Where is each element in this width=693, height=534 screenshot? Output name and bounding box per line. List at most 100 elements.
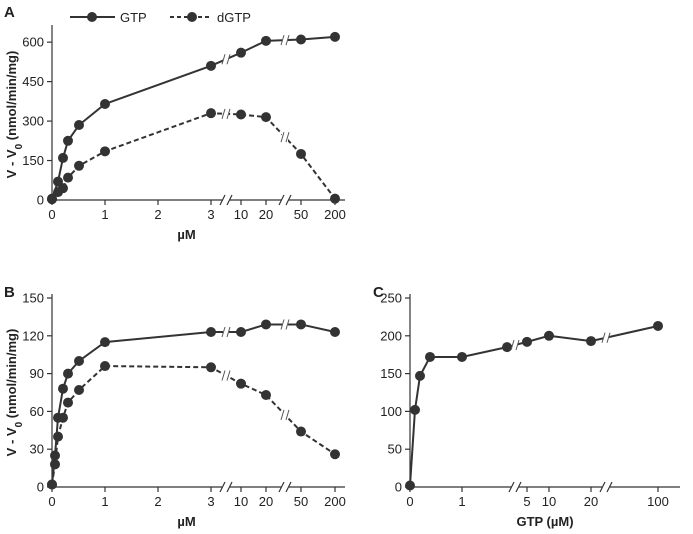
panel-c-chart: 0 50 100 150 200 250 0 1 5 10 20 100 GTP (µM) <box>380 291 680 529</box>
panel-a-dgtp-point <box>261 112 271 123</box>
panel-b-gtp-point <box>74 356 84 366</box>
panel-a-letter: A <box>4 4 15 21</box>
panel-b-xtick-label: 20 <box>259 494 273 509</box>
panel-b-gtp-point <box>296 319 306 330</box>
panel-c-ytick-label: 150 <box>380 366 402 381</box>
panel-c-gtp-point <box>425 351 435 362</box>
panel-a-gtp-point <box>63 135 73 146</box>
panel-b-gtp-point <box>330 327 340 338</box>
panel-b-gtp-line <box>51 323 336 485</box>
panel-a-xtick-label: 3 <box>207 207 214 222</box>
panel-b-line-break-mark <box>285 319 290 330</box>
panel-b-ytick-label: 30 <box>30 442 44 457</box>
panel-a-xtick-label: 20 <box>259 207 273 222</box>
panel-b-xtick-label: 2 <box>154 494 161 509</box>
panel-a-dgtp-point <box>296 148 306 159</box>
panel-c-xtick-label: 5 <box>523 494 530 509</box>
panel-c-line-break-mark <box>510 339 515 351</box>
panel-b-dgtp-point <box>74 384 84 395</box>
panel-a-xtick-label: 2 <box>154 207 161 222</box>
panel-a-dgtp-point <box>63 172 73 183</box>
panel-b-axis-break-mark <box>226 481 233 493</box>
panel-b-dgtp-point <box>63 397 73 408</box>
panel-a-xtick-label: 50 <box>294 207 308 222</box>
panel-c-axis-break-mark <box>515 481 522 493</box>
panel-c-x-axis-title: GTP (µM) <box>516 514 573 529</box>
panel-b-dgtp-point <box>47 479 57 490</box>
panel-b-ytick-label: 150 <box>22 291 44 306</box>
panel-c-xtick-label: 20 <box>584 494 598 509</box>
panel-b-dgtp-point <box>236 378 246 389</box>
panel-b-xtick-label: 3 <box>207 494 214 509</box>
panel-a-line-break-mark <box>226 54 231 65</box>
panel-a-dgtp-point <box>100 146 110 157</box>
panel-a-dgtp-line <box>51 112 336 200</box>
panel-a-axis-break-mark <box>278 194 285 206</box>
panel-c-xtick-label: 1 <box>458 494 465 509</box>
panel-b-line-break-mark <box>280 409 285 420</box>
panel-b-axis-break-mark <box>219 481 226 493</box>
panel-a-axis-break-mark <box>285 194 292 206</box>
panel-b-dgtp-point <box>296 426 306 437</box>
panel-b-line-break-mark <box>285 409 290 420</box>
panel-c-line-break-mark <box>515 339 520 351</box>
panel-c-gtp-point <box>653 320 663 331</box>
panel-a-axis-break-gap <box>222 195 230 205</box>
panel-b-ytick-label: 120 <box>22 328 44 343</box>
panel-a-axis-break-mark <box>219 194 226 206</box>
panel-a-line-break-mark <box>221 54 226 65</box>
panel-a-dgtp-point <box>206 108 216 119</box>
panel-c-ytick-label: 250 <box>380 291 402 306</box>
panel-a-line-break-gap <box>282 34 288 47</box>
legend-gtp-marker <box>87 12 97 22</box>
panel-b-gtp-point <box>100 337 110 348</box>
panel-c-line-break-mark <box>601 332 606 343</box>
panel-c-gtp-point <box>522 336 532 347</box>
panel-c-gtp-point <box>415 370 425 381</box>
panel-a-ytick-label: 450 <box>22 74 44 89</box>
panel-b-gtp-point <box>50 450 60 461</box>
panel-c-gtp-point <box>544 330 554 341</box>
panel-a-axis-break-mark <box>226 194 233 206</box>
panel-b-ytick-label: 0 <box>37 480 44 495</box>
panel-a-dgtp-point <box>47 194 57 205</box>
panel-c-xtick-label: 10 <box>542 494 556 509</box>
panel-b-chart: 0 30 60 90 120 150 0 1 2 3 10 20 50 200 µM V - V0 (nmol… <box>4 291 346 530</box>
panel-c-xtick-label: 100 <box>647 494 669 509</box>
legend-gtp-label: GTP <box>120 10 147 25</box>
panel-a-gtp-point <box>100 98 110 109</box>
panel-b-axis-break-gap <box>222 482 230 492</box>
panel-b-dgtp-point <box>330 449 340 460</box>
panel-a-dgtp-point <box>74 160 84 171</box>
panel-c-gtp-point <box>457 351 467 362</box>
panel-c-ytick-label: 0 <box>395 480 402 495</box>
panel-a-line-break-mark <box>280 34 285 46</box>
panel-a-gtp-point <box>330 31 340 42</box>
panel-a-line-break-gap <box>223 53 229 66</box>
panel-c-xtick-label: 0 <box>406 494 413 509</box>
panel-a-gtp-point <box>74 120 84 131</box>
panel-a-ytick-label: 600 <box>22 35 44 50</box>
panel-b-gtp-point <box>206 327 216 338</box>
panel-a-dgtp-point <box>330 193 340 204</box>
panel-b-axis-break-mark <box>278 481 285 493</box>
panel-a-gtp-point <box>206 60 216 71</box>
panel-a-axis-break-gap <box>281 195 289 205</box>
panel-b-xtick-label: 1 <box>101 494 108 509</box>
panel-b-axis-break-gap <box>281 482 289 492</box>
panel-c-line-break-gap <box>603 331 609 344</box>
panel-a-xtick-label: 1 <box>101 207 108 222</box>
panel-a-gtp-point <box>296 34 306 45</box>
panel-a-line-break-mark <box>226 108 231 119</box>
panel-b-gtp-point <box>261 319 271 330</box>
panel-b-dgtp-point <box>50 459 60 470</box>
panel-a-gtp-point <box>261 35 271 46</box>
legend-dgtp-marker <box>187 12 197 22</box>
panel-b-dgtp-line <box>51 365 336 485</box>
panel-c-axis-break-mark <box>599 481 606 493</box>
panel-a-gtp-point <box>236 47 246 58</box>
panel-b-xtick-label: 10 <box>234 494 248 509</box>
panel-a-line-break-gap <box>223 107 229 120</box>
panel-a-line-break-mark <box>221 108 226 119</box>
panel-c-line-break-mark <box>606 332 611 343</box>
